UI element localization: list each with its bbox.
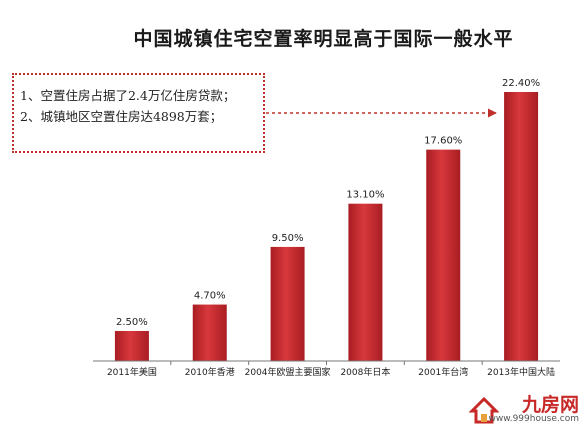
- data-label-5: 22.40%: [502, 78, 540, 89]
- category-label-0: 2011年美国: [107, 366, 157, 378]
- data-label-2: 9.50%: [272, 233, 304, 244]
- category-label-2: 2004年欧盟主要国家: [245, 366, 331, 378]
- chart-title: 中国城镇住宅空置率明显高于国际一般水平: [133, 28, 514, 50]
- site-watermark: 九房网 www.999house.com: [469, 394, 579, 428]
- data-label-1: 4.70%: [194, 291, 226, 302]
- category-label-3: 2008年日本: [340, 366, 390, 378]
- category-label-4: 2001年台湾: [418, 366, 468, 378]
- bar-3: [348, 203, 383, 361]
- data-label-0: 2.50%: [116, 317, 148, 328]
- watermark-name: 九房网: [521, 394, 579, 416]
- bar-1: [192, 304, 227, 361]
- annotation-box: 1、空置住房占据了2.4万亿住房贷款； 2、城镇地区空置住房达4898万套；: [12, 73, 265, 153]
- category-label-5: 2013年中国大陆: [487, 366, 555, 378]
- data-label-4: 17.60%: [424, 136, 462, 147]
- category-label-1: 2010年香港: [185, 366, 235, 378]
- note-line-2: 2、城镇地区空置住房达4898万套；: [20, 109, 223, 124]
- bar-0: [114, 330, 149, 361]
- bar-4: [426, 149, 461, 361]
- bar-2: [270, 246, 305, 361]
- data-label-3: 13.10%: [346, 190, 384, 201]
- bar-5: [504, 92, 539, 361]
- note-line-1: 1、空置住房占据了2.4万亿住房贷款；: [20, 88, 236, 103]
- watermark-url: www.999house.com: [488, 414, 579, 424]
- house-logo-icon: [469, 396, 499, 424]
